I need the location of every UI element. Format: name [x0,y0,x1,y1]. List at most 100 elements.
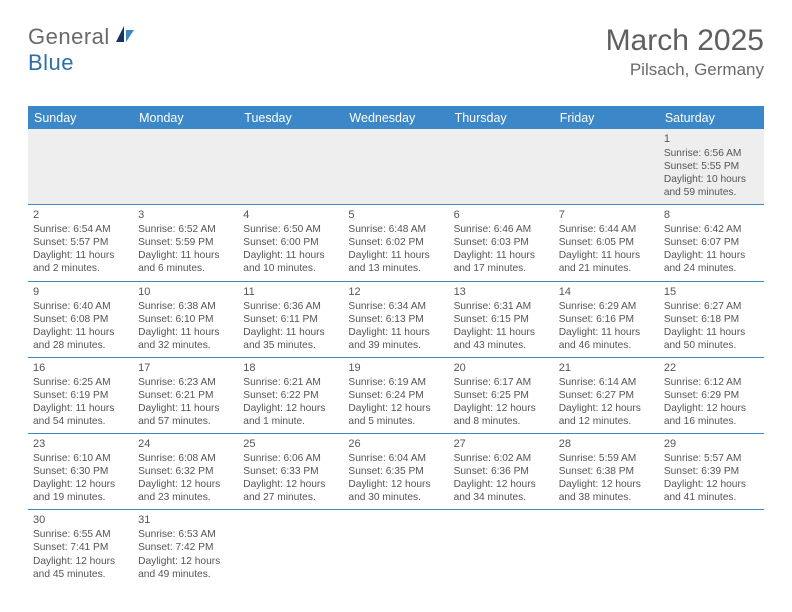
sunrise-text: Sunrise: 5:57 AM [664,452,759,465]
day-number: 29 [664,437,759,451]
sunset-text: Sunset: 6:11 PM [243,313,338,326]
sunrise-text: Sunrise: 6:14 AM [559,376,654,389]
empty-cell [554,510,659,586]
calendar-body: 1Sunrise: 6:56 AMSunset: 5:55 PMDaylight… [28,129,764,586]
day-number: 13 [454,285,549,299]
day-cell: 22Sunrise: 6:12 AMSunset: 6:29 PMDayligh… [659,357,764,433]
day-number: 10 [138,285,233,299]
sunset-text: Sunset: 7:42 PM [138,541,233,554]
day-cell: 31Sunrise: 6:53 AMSunset: 7:42 PMDayligh… [133,510,238,586]
daylight-text: Daylight: 12 hours [243,402,338,415]
daylight-text: Daylight: 12 hours [348,402,443,415]
sunrise-text: Sunrise: 6:38 AM [138,300,233,313]
sunrise-text: Sunrise: 6:53 AM [138,528,233,541]
day-cell: 17Sunrise: 6:23 AMSunset: 6:21 PMDayligh… [133,357,238,433]
sunrise-text: Sunrise: 6:34 AM [348,300,443,313]
sunset-text: Sunset: 6:38 PM [559,465,654,478]
sunset-text: Sunset: 6:16 PM [559,313,654,326]
daylight-text: and 28 minutes. [33,339,128,352]
day-cell: 7Sunrise: 6:44 AMSunset: 6:05 PMDaylight… [554,205,659,281]
day-header: Friday [554,107,659,130]
empty-cell [238,510,343,586]
sunrise-text: Sunrise: 6:48 AM [348,223,443,236]
daylight-text: and 39 minutes. [348,339,443,352]
daylight-text: and 24 minutes. [664,262,759,275]
day-cell: 20Sunrise: 6:17 AMSunset: 6:25 PMDayligh… [449,357,554,433]
title-block: March 2025 Pilsach, Germany [606,24,764,80]
sunset-text: Sunset: 6:25 PM [454,389,549,402]
day-cell: 24Sunrise: 6:08 AMSunset: 6:32 PMDayligh… [133,434,238,510]
sunset-text: Sunset: 6:07 PM [664,236,759,249]
daylight-text: and 45 minutes. [33,568,128,581]
daylight-text: and 1 minute. [243,415,338,428]
sunrise-text: Sunrise: 6:19 AM [348,376,443,389]
calendar-head: SundayMondayTuesdayWednesdayThursdayFrid… [28,107,764,130]
day-number: 5 [348,208,443,222]
day-cell: 21Sunrise: 6:14 AMSunset: 6:27 PMDayligh… [554,357,659,433]
daylight-text: and 6 minutes. [138,262,233,275]
day-number: 8 [664,208,759,222]
month-title: March 2025 [606,24,764,58]
sunset-text: Sunset: 6:00 PM [243,236,338,249]
sunrise-text: Sunrise: 6:31 AM [454,300,549,313]
day-cell: 16Sunrise: 6:25 AMSunset: 6:19 PMDayligh… [28,357,133,433]
day-number: 9 [33,285,128,299]
sunrise-text: Sunrise: 6:17 AM [454,376,549,389]
sunrise-text: Sunrise: 6:10 AM [33,452,128,465]
sunrise-text: Sunrise: 6:40 AM [33,300,128,313]
day-number: 24 [138,437,233,451]
daylight-text: and 57 minutes. [138,415,233,428]
week-row: 16Sunrise: 6:25 AMSunset: 6:19 PMDayligh… [28,357,764,433]
sunrise-text: Sunrise: 6:06 AM [243,452,338,465]
page-header: General March 2025 Pilsach, Germany [28,24,764,80]
day-header: Monday [133,107,238,130]
daylight-text: Daylight: 11 hours [243,326,338,339]
sunrise-text: Sunrise: 5:59 AM [559,452,654,465]
daylight-text: Daylight: 12 hours [664,478,759,491]
daylight-text: Daylight: 12 hours [33,478,128,491]
day-cell: 28Sunrise: 5:59 AMSunset: 6:38 PMDayligh… [554,434,659,510]
daylight-text: and 23 minutes. [138,491,233,504]
week-row: 9Sunrise: 6:40 AMSunset: 6:08 PM Daylight… [28,281,764,357]
sunset-text: Sunset: 6:35 PM [348,465,443,478]
day-number: 21 [559,361,654,375]
sunrise-text: Sunrise: 6:50 AM [243,223,338,236]
sunrise-text: Sunrise: 6:46 AM [454,223,549,236]
daylight-text: Daylight: 12 hours [348,478,443,491]
sunset-text: Sunset: 6:08 PM [33,313,128,326]
day-header-row: SundayMondayTuesdayWednesdayThursdayFrid… [28,107,764,130]
brand-logo: General [28,24,138,51]
sail-icon [114,24,136,51]
daylight-text: Daylight: 11 hours [348,326,443,339]
daylight-text: and 19 minutes. [33,491,128,504]
day-cell: 23Sunrise: 6:10 AMSunset: 6:30 PMDayligh… [28,434,133,510]
daylight-text: Daylight: 12 hours [33,555,128,568]
brand-text-blue: Blue [28,50,74,75]
sunset-text: Sunset: 6:30 PM [33,465,128,478]
daylight-text: Daylight: 12 hours [559,478,654,491]
daylight-text: Daylight: 12 hours [559,402,654,415]
daylight-text: Daylight: 12 hours [454,402,549,415]
empty-cell [133,129,238,205]
daylight-text: Daylight: 11 hours [138,326,233,339]
daylight-text: and 46 minutes. [559,339,654,352]
calendar-page: General March 2025 Pilsach, Germany Blue… [0,0,792,610]
day-cell: 15Sunrise: 6:27 AMSunset: 6:18 PMDayligh… [659,281,764,357]
day-number: 3 [138,208,233,222]
daylight-text: and 32 minutes. [138,339,233,352]
day-cell: 9Sunrise: 6:40 AMSunset: 6:08 PMDaylight… [28,281,133,357]
day-number: 1 [664,132,759,146]
day-number: 6 [454,208,549,222]
day-cell: 19Sunrise: 6:19 AMSunset: 6:24 PMDayligh… [343,357,448,433]
sunset-text: Sunset: 6:39 PM [664,465,759,478]
sunrise-text: Sunrise: 6:29 AM [559,300,654,313]
day-header: Saturday [659,107,764,130]
brand-text-general: General [28,24,110,50]
daylight-text: and 41 minutes. [664,491,759,504]
empty-cell [449,129,554,205]
sunrise-text: Sunrise: 6:21 AM [243,376,338,389]
sunrise-text: Sunrise: 6:25 AM [33,376,128,389]
daylight-text: and 34 minutes. [454,491,549,504]
day-cell: 14Sunrise: 6:29 AMSunset: 6:16 PMDayligh… [554,281,659,357]
sunrise-text: Sunrise: 6:12 AM [664,376,759,389]
